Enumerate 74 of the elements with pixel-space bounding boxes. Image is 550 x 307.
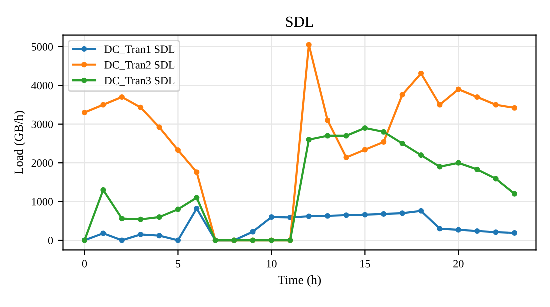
- point: [194, 206, 200, 212]
- point: [100, 230, 106, 236]
- y-tick-label: 1000: [32, 198, 54, 206]
- point: [344, 133, 350, 139]
- y-tick-label: 4000: [32, 82, 54, 90]
- legend-label: DC_Tran1 SDL: [104, 46, 175, 55]
- point: [512, 191, 518, 197]
- x-tick-label: 5: [176, 260, 181, 268]
- point: [138, 232, 144, 238]
- point: [437, 226, 443, 232]
- point: [362, 212, 368, 218]
- point: [119, 216, 125, 222]
- point: [119, 94, 125, 100]
- point: [175, 148, 182, 154]
- x-tick-label: 15: [360, 260, 370, 268]
- point: [194, 195, 200, 201]
- point: [362, 125, 368, 132]
- point: [512, 105, 518, 111]
- point: [493, 230, 499, 236]
- point: [418, 152, 424, 158]
- point: [194, 170, 200, 176]
- point: [325, 213, 331, 219]
- x-tick-label: 0: [82, 260, 88, 268]
- point: [175, 206, 182, 212]
- point: [250, 229, 256, 235]
- x-axis-title: Time (h): [278, 276, 322, 287]
- point: [381, 211, 387, 217]
- chart-title: SDL: [286, 16, 314, 28]
- y-axis-title: Load (GB/h): [14, 111, 26, 175]
- point: [418, 208, 424, 214]
- point: [400, 210, 406, 216]
- x-tick-label: 10: [267, 260, 277, 268]
- y-tick-label: 5000: [32, 43, 54, 51]
- point: [456, 86, 462, 92]
- point: [344, 154, 350, 160]
- y-tick-label: 3000: [32, 120, 54, 128]
- point: [437, 164, 443, 170]
- legend-label: DC_Tran3 SDL: [104, 77, 175, 86]
- point: [156, 124, 162, 130]
- point: [306, 42, 312, 48]
- point: [344, 212, 350, 218]
- point: [325, 118, 331, 124]
- point: [100, 102, 106, 108]
- point: [493, 102, 499, 108]
- point: [437, 102, 443, 108]
- point: [362, 147, 368, 153]
- point: [400, 140, 406, 146]
- x-tick-label: 20: [454, 260, 464, 268]
- y-tick-label: 2000: [32, 160, 54, 168]
- point: [456, 160, 462, 166]
- y-tick-label: 0: [48, 236, 54, 244]
- point: [493, 176, 499, 182]
- point: [268, 214, 274, 220]
- point: [119, 238, 125, 244]
- point: [156, 214, 162, 220]
- point: [306, 137, 312, 143]
- point: [400, 92, 406, 98]
- legend-label: DC_Tran2 SDL: [104, 61, 175, 70]
- point: [156, 233, 162, 239]
- point: [138, 104, 144, 110]
- point: [175, 238, 182, 244]
- point: [474, 166, 480, 172]
- point: [381, 129, 387, 135]
- point: [381, 139, 387, 145]
- point: [325, 133, 331, 139]
- point: [512, 230, 518, 236]
- point: [306, 214, 312, 220]
- point: [138, 216, 144, 222]
- point: [474, 94, 480, 100]
- point: [418, 70, 424, 76]
- point: [474, 228, 480, 234]
- point: [456, 227, 462, 233]
- point: [100, 187, 106, 193]
- point: [82, 110, 88, 116]
